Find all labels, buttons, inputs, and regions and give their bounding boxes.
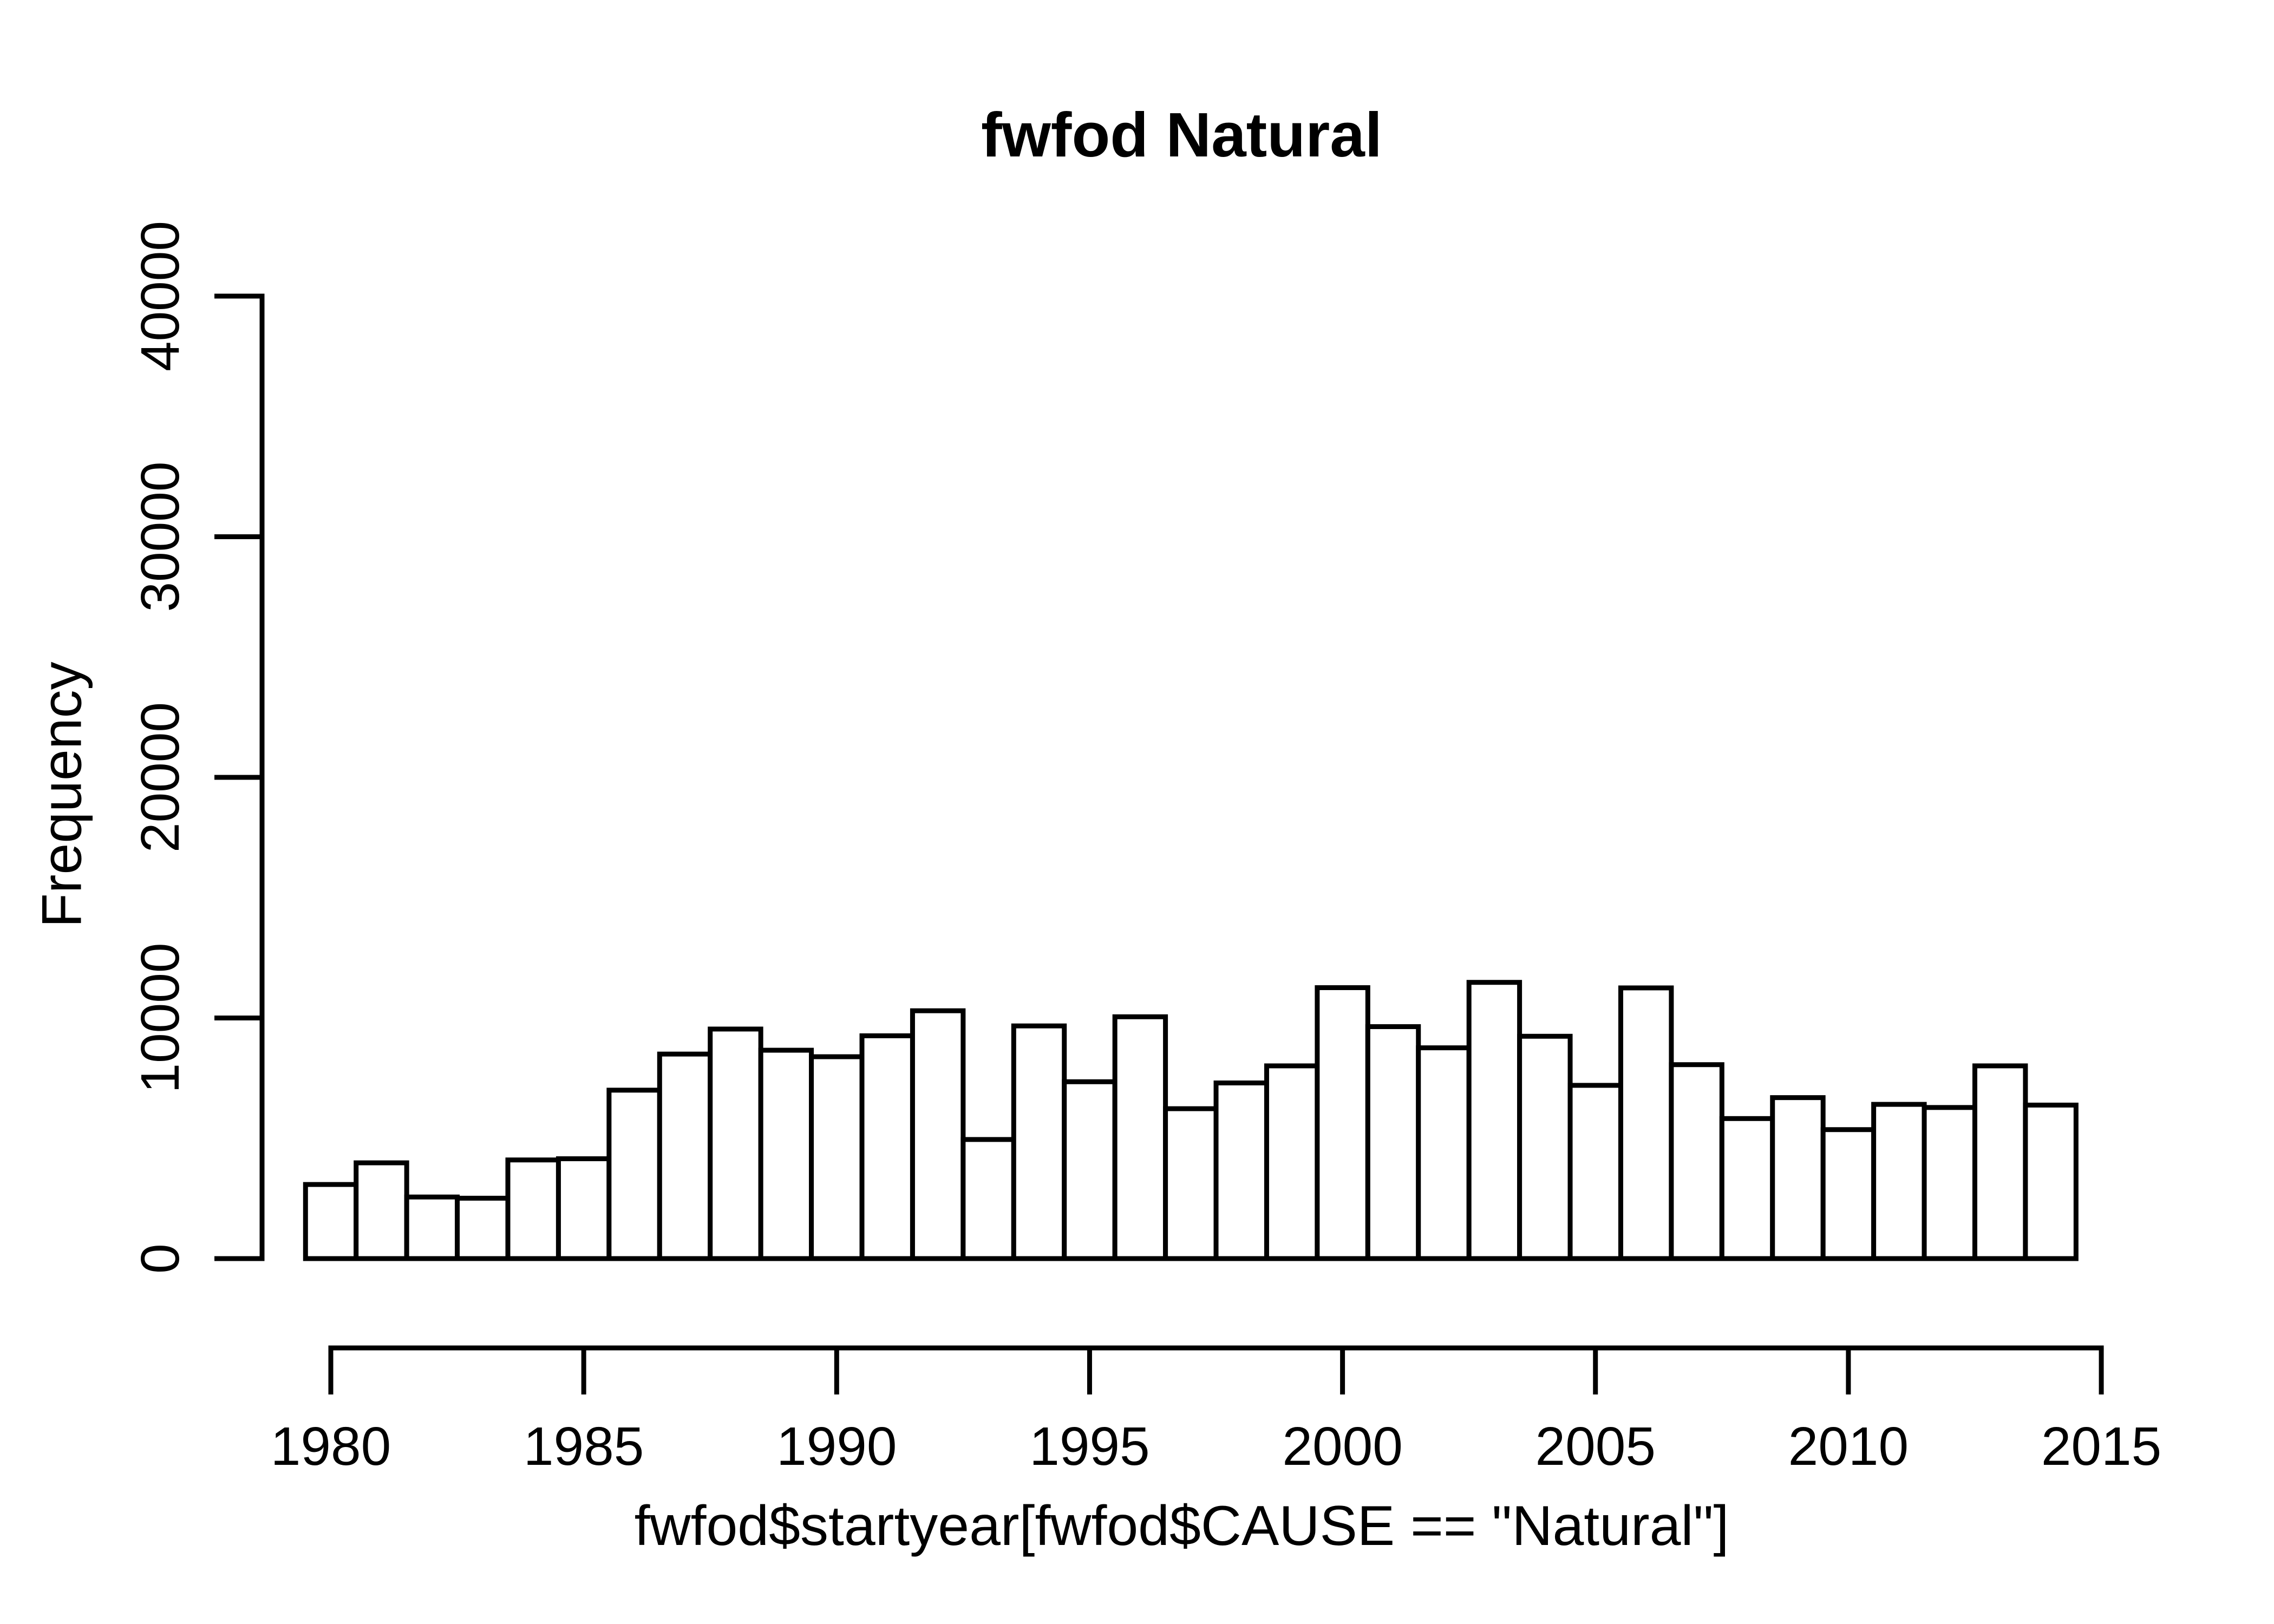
histogram-bar <box>859 1033 915 1261</box>
y-tick-label: 30000 <box>130 461 191 612</box>
histogram-bar <box>1719 1116 1775 1261</box>
histogram-bar <box>1972 1063 2028 1261</box>
histogram-bar <box>1315 985 1370 1261</box>
x-tick-label: 1990 <box>776 1416 897 1477</box>
histogram-bar <box>1618 985 1674 1261</box>
histogram-bar <box>303 1182 359 1261</box>
histogram-bar <box>1820 1127 1877 1261</box>
histogram-bar <box>1264 1063 1320 1261</box>
histogram-bar <box>556 1156 612 1261</box>
histogram-bar <box>1163 1106 1219 1261</box>
histogram-bar <box>1112 1014 1168 1261</box>
y-tick-label: 10000 <box>130 942 191 1093</box>
histogram-bar <box>1669 1062 1724 1261</box>
y-tick-label: 20000 <box>130 702 191 853</box>
histogram-bar <box>1567 1083 1623 1261</box>
histogram-bar <box>404 1194 460 1261</box>
histogram-bar <box>708 1026 763 1261</box>
histogram-bar <box>606 1088 662 1261</box>
x-tick-label: 2015 <box>2041 1416 2161 1477</box>
histogram-bar <box>1416 1045 1472 1261</box>
y-tick-label: 40000 <box>130 221 191 371</box>
histogram-bar <box>1517 1033 1573 1261</box>
x-tick-label: 2005 <box>1535 1416 1656 1477</box>
histogram-bar <box>910 1008 966 1261</box>
histogram-bar <box>1871 1102 1927 1261</box>
histogram-bar <box>809 1054 865 1261</box>
histogram-bar <box>1062 1079 1118 1261</box>
histogram-bar <box>960 1137 1016 1261</box>
x-tick-label: 1995 <box>1029 1416 1149 1477</box>
histogram-bar <box>758 1047 814 1261</box>
histogram-bar <box>455 1195 511 1261</box>
y-tick-label: 0 <box>130 1243 191 1274</box>
x-tick-label: 1980 <box>271 1416 391 1477</box>
histogram-bar <box>505 1157 561 1261</box>
histogram-bar <box>1365 1024 1421 1261</box>
histogram-bar <box>1770 1095 1826 1261</box>
histogram-bar <box>2023 1102 2079 1261</box>
histogram-bar <box>1011 1023 1067 1261</box>
x-axis-label: fwfod$startyear[fwfod$CAUSE == "Natural"… <box>634 1495 1729 1557</box>
histogram-bar <box>1213 1081 1269 1261</box>
histogram-bar <box>1466 980 1522 1261</box>
x-tick-label: 2000 <box>1282 1416 1402 1477</box>
histogram-bar <box>1922 1105 1977 1261</box>
histogram-bar <box>657 1051 713 1261</box>
x-tick-label: 2010 <box>1788 1416 1909 1477</box>
histogram-bar <box>354 1160 409 1261</box>
chart-title: fwfod Natural <box>981 100 1383 170</box>
x-tick-label: 1985 <box>524 1416 644 1477</box>
